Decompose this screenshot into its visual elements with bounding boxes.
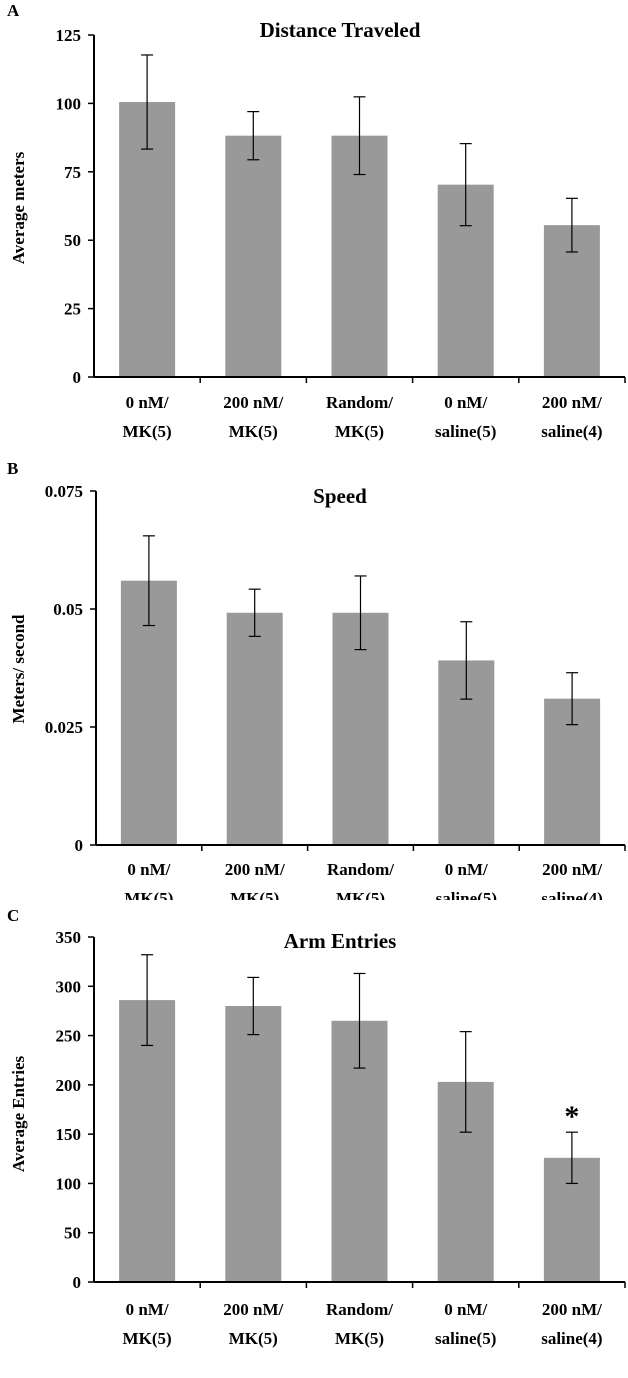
chart-title-c: Arm Entries <box>284 929 397 953</box>
bar-c-0 <box>119 1000 176 1282</box>
category-label-b-1-line1: 200 nM/ <box>225 860 285 879</box>
panel-label-a: A <box>7 1 20 20</box>
y-axis-label-a: Average meters <box>9 151 28 264</box>
chart-panel-c: C Arm Entries Average Entries 0 nM/MK(5) 200… <box>0 905 628 1378</box>
category-label-c-4-line1: 200 nM/ <box>542 1300 602 1319</box>
bar-a-2 <box>331 135 388 377</box>
category-label-b-2-line1: Random/ <box>327 860 394 879</box>
chart-panel-a: A Distance Traveled Average meters 0 nM/MK(… <box>0 0 628 458</box>
y-tick-label-a-1: 25 <box>64 300 81 319</box>
chart-title-b: Speed <box>313 484 367 508</box>
category-label-b-3-line2: saline(5) <box>436 889 497 900</box>
y-tick-label-a-5: 125 <box>56 26 82 45</box>
category-label-c-2-line1: Random/ <box>326 1300 393 1319</box>
category-label-c-1-line2: MK(5) <box>229 1329 278 1348</box>
y-axis-label-b: Meters/ second <box>9 614 28 724</box>
category-label-c-0-line1: 0 nM/ <box>126 1300 169 1319</box>
bar-c-1 <box>225 1006 282 1282</box>
y-tick-label-b-1: 0.025 <box>45 718 83 737</box>
category-label-c-0-line2: MK(5) <box>123 1329 172 1348</box>
y-tick-label-a-3: 75 <box>64 163 81 182</box>
category-label-a-2-line1: Random/ <box>326 393 393 412</box>
chart-c-svg: C Arm Entries Average Entries 0 nM/MK(5) 200… <box>7 906 626 1348</box>
annotation-c-0: * <box>564 1100 579 1133</box>
category-label-a-2-line2: MK(5) <box>335 422 384 441</box>
category-label-c-4-line2: saline(4) <box>541 1329 602 1348</box>
category-label-b-0-line1: 0 nM/ <box>127 860 170 879</box>
category-label-b-4-line1: 200 nM/ <box>542 860 602 879</box>
category-label-c-3-line2: saline(5) <box>435 1329 496 1348</box>
category-label-c-2-line2: MK(5) <box>335 1329 384 1348</box>
category-label-a-3-line2: saline(5) <box>435 422 496 441</box>
y-tick-label-b-0: 0 <box>75 836 84 855</box>
category-label-a-4-line2: saline(4) <box>541 422 602 441</box>
y-tick-label-a-2: 50 <box>64 231 81 250</box>
panel-label-c: C <box>7 906 19 925</box>
category-label-b-3-line1: 0 nM/ <box>445 860 488 879</box>
y-tick-label-c-3: 150 <box>56 1125 82 1144</box>
y-tick-label-c-7: 350 <box>56 928 82 947</box>
category-label-c-1-line1: 200 nM/ <box>223 1300 283 1319</box>
chart-panel-b: B Speed Meters/ second 0 nM/MK(5) 200 nM/MK(… <box>0 460 628 900</box>
panel-label-b: B <box>7 460 18 478</box>
category-label-a-3-line1: 0 nM/ <box>444 393 487 412</box>
category-label-a-1-line2: MK(5) <box>229 422 278 441</box>
category-label-b-4-line2: saline(4) <box>541 889 602 900</box>
category-label-a-0-line1: 0 nM/ <box>126 393 169 412</box>
y-tick-label-c-1: 50 <box>64 1224 81 1243</box>
bar-a-1 <box>225 135 282 377</box>
category-label-b-0-line2: MK(5) <box>124 889 173 900</box>
chart-title-a: Distance Traveled <box>260 18 421 42</box>
y-axis-label-c: Average Entries <box>9 1055 28 1172</box>
y-tick-label-c-0: 0 <box>73 1273 82 1292</box>
chart-a-svg: A Distance Traveled Average meters 0 nM/MK(… <box>7 1 626 441</box>
y-tick-label-a-0: 0 <box>73 368 82 387</box>
category-label-a-0-line2: MK(5) <box>123 422 172 441</box>
y-tick-label-a-4: 100 <box>56 94 82 113</box>
y-tick-label-c-5: 250 <box>56 1027 82 1046</box>
y-tick-label-b-3: 0.075 <box>45 482 83 501</box>
bar-b-2 <box>332 612 389 845</box>
category-label-a-4-line1: 200 nM/ <box>542 393 602 412</box>
y-tick-label-b-2: 0.05 <box>53 600 83 619</box>
category-label-b-1-line2: MK(5) <box>230 889 279 900</box>
y-tick-label-c-2: 100 <box>56 1174 82 1193</box>
category-label-a-1-line1: 200 nM/ <box>223 393 283 412</box>
y-tick-label-c-6: 300 <box>56 977 82 996</box>
chart-b-svg: B Speed Meters/ second 0 nM/MK(5) 200 nM/MK(… <box>7 460 626 900</box>
y-tick-label-c-4: 200 <box>56 1076 82 1095</box>
category-label-b-2-line2: MK(5) <box>336 889 385 900</box>
category-label-c-3-line1: 0 nM/ <box>444 1300 487 1319</box>
bar-b-1 <box>226 612 283 845</box>
